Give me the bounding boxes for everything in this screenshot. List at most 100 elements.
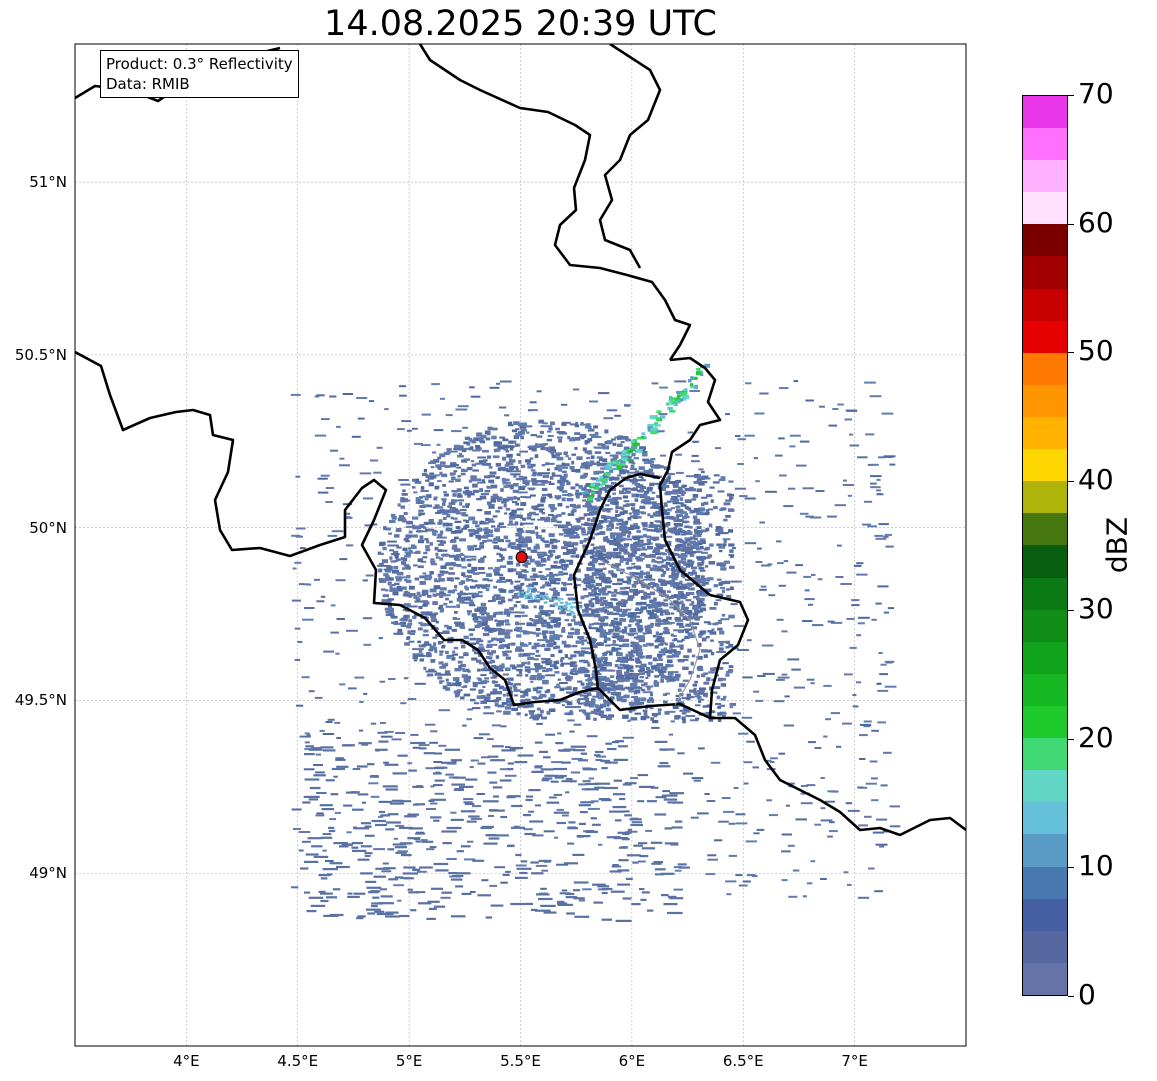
echo-cell — [572, 509, 577, 513]
echo-cell — [622, 783, 632, 786]
echo-cell — [569, 710, 573, 713]
echo-cell — [582, 780, 591, 783]
echo-cell — [466, 840, 474, 843]
echo-cell — [492, 598, 496, 602]
echo-cell — [628, 701, 635, 706]
echo-cell — [827, 515, 837, 518]
echo-cell — [613, 837, 628, 840]
echo-cell — [567, 577, 573, 581]
echo-cell — [488, 815, 495, 817]
echo-cell — [389, 589, 399, 592]
echo-cell — [479, 545, 484, 549]
echo-cell — [660, 486, 666, 490]
echo-cell — [621, 476, 628, 479]
echo-cell — [356, 397, 368, 399]
echo-cell — [488, 837, 500, 840]
echo-cell — [753, 457, 758, 460]
echo-cell — [457, 681, 462, 685]
echo-cell — [539, 892, 548, 895]
echo-cell — [589, 462, 597, 466]
echo-cell — [554, 666, 559, 670]
echo-cell — [531, 770, 540, 773]
echo-cell — [717, 677, 723, 682]
echo-cell — [615, 501, 619, 505]
echo-cell — [587, 677, 594, 680]
echo-cell — [622, 504, 630, 507]
echo-cell — [650, 430, 658, 435]
echo-cell — [651, 382, 659, 385]
echo-cell — [493, 612, 498, 616]
echo-cell — [757, 675, 766, 677]
echo-cell — [709, 631, 717, 635]
echo-cell — [571, 469, 577, 472]
echo-cell — [460, 622, 465, 627]
echo-cell — [869, 760, 878, 763]
echo-cell — [591, 505, 598, 508]
echo-cell — [663, 627, 669, 631]
echo-cell — [470, 698, 476, 702]
echo-cell — [433, 429, 444, 432]
echo-cell — [707, 630, 714, 633]
echo-cell — [662, 622, 666, 625]
echo-cell — [512, 483, 519, 487]
echo-cell — [705, 711, 710, 716]
echo-cell — [367, 763, 375, 766]
echo-cell — [584, 426, 589, 429]
echo-cell — [480, 674, 487, 677]
echo-cell — [435, 464, 442, 468]
echo-cell — [626, 566, 632, 570]
echo-cell — [488, 520, 495, 523]
echo-cell — [692, 683, 697, 687]
echo-cell — [462, 593, 468, 595]
echo-cell — [629, 468, 638, 471]
echo-cell — [679, 497, 684, 501]
echo-cell — [609, 651, 613, 656]
echo-cell — [538, 859, 552, 862]
echo-cell — [462, 575, 469, 578]
echo-cell — [529, 558, 535, 563]
echo-cell — [661, 564, 668, 568]
echo-cell — [320, 746, 334, 749]
echo-cell — [628, 531, 632, 535]
echo-cell — [694, 531, 700, 535]
echo-cell — [608, 624, 616, 627]
echo-cell — [554, 685, 561, 689]
echo-cell — [528, 511, 536, 515]
echo-cell — [645, 829, 653, 832]
echo-cell — [403, 615, 408, 618]
echo-cell — [452, 517, 458, 520]
echo-cell — [720, 581, 725, 585]
echo-cell — [625, 653, 629, 657]
echo-cell — [704, 565, 709, 568]
echo-cell — [685, 709, 691, 713]
echo-cell — [347, 687, 357, 690]
echo-cell — [623, 543, 630, 547]
echo-cell — [869, 395, 882, 398]
echo-cell — [614, 664, 619, 668]
echo-cell — [582, 579, 589, 581]
echo-cell — [568, 457, 572, 460]
echo-cell — [612, 806, 627, 809]
echo-cell — [531, 505, 539, 509]
echo-cell — [566, 550, 571, 554]
echo-cell — [759, 521, 765, 524]
echo-cell — [576, 533, 580, 537]
echo-cell — [322, 733, 335, 735]
echo-cell — [683, 541, 688, 544]
echo-cell — [673, 607, 680, 611]
echo-cell — [612, 501, 616, 505]
echo-cell — [653, 415, 658, 419]
echo-cell — [664, 827, 673, 830]
echo-cell — [495, 382, 501, 385]
echo-cell — [762, 672, 775, 675]
echo-cell — [351, 435, 361, 438]
echo-cell — [505, 870, 511, 873]
echo-cell — [606, 495, 612, 499]
echo-cell — [363, 643, 372, 646]
echo-cell — [752, 766, 759, 769]
echo-cell — [557, 597, 561, 600]
echo-cell — [754, 412, 765, 415]
echo-cell — [529, 710, 534, 715]
echo-cell — [663, 903, 678, 906]
echo-cell — [499, 768, 511, 771]
